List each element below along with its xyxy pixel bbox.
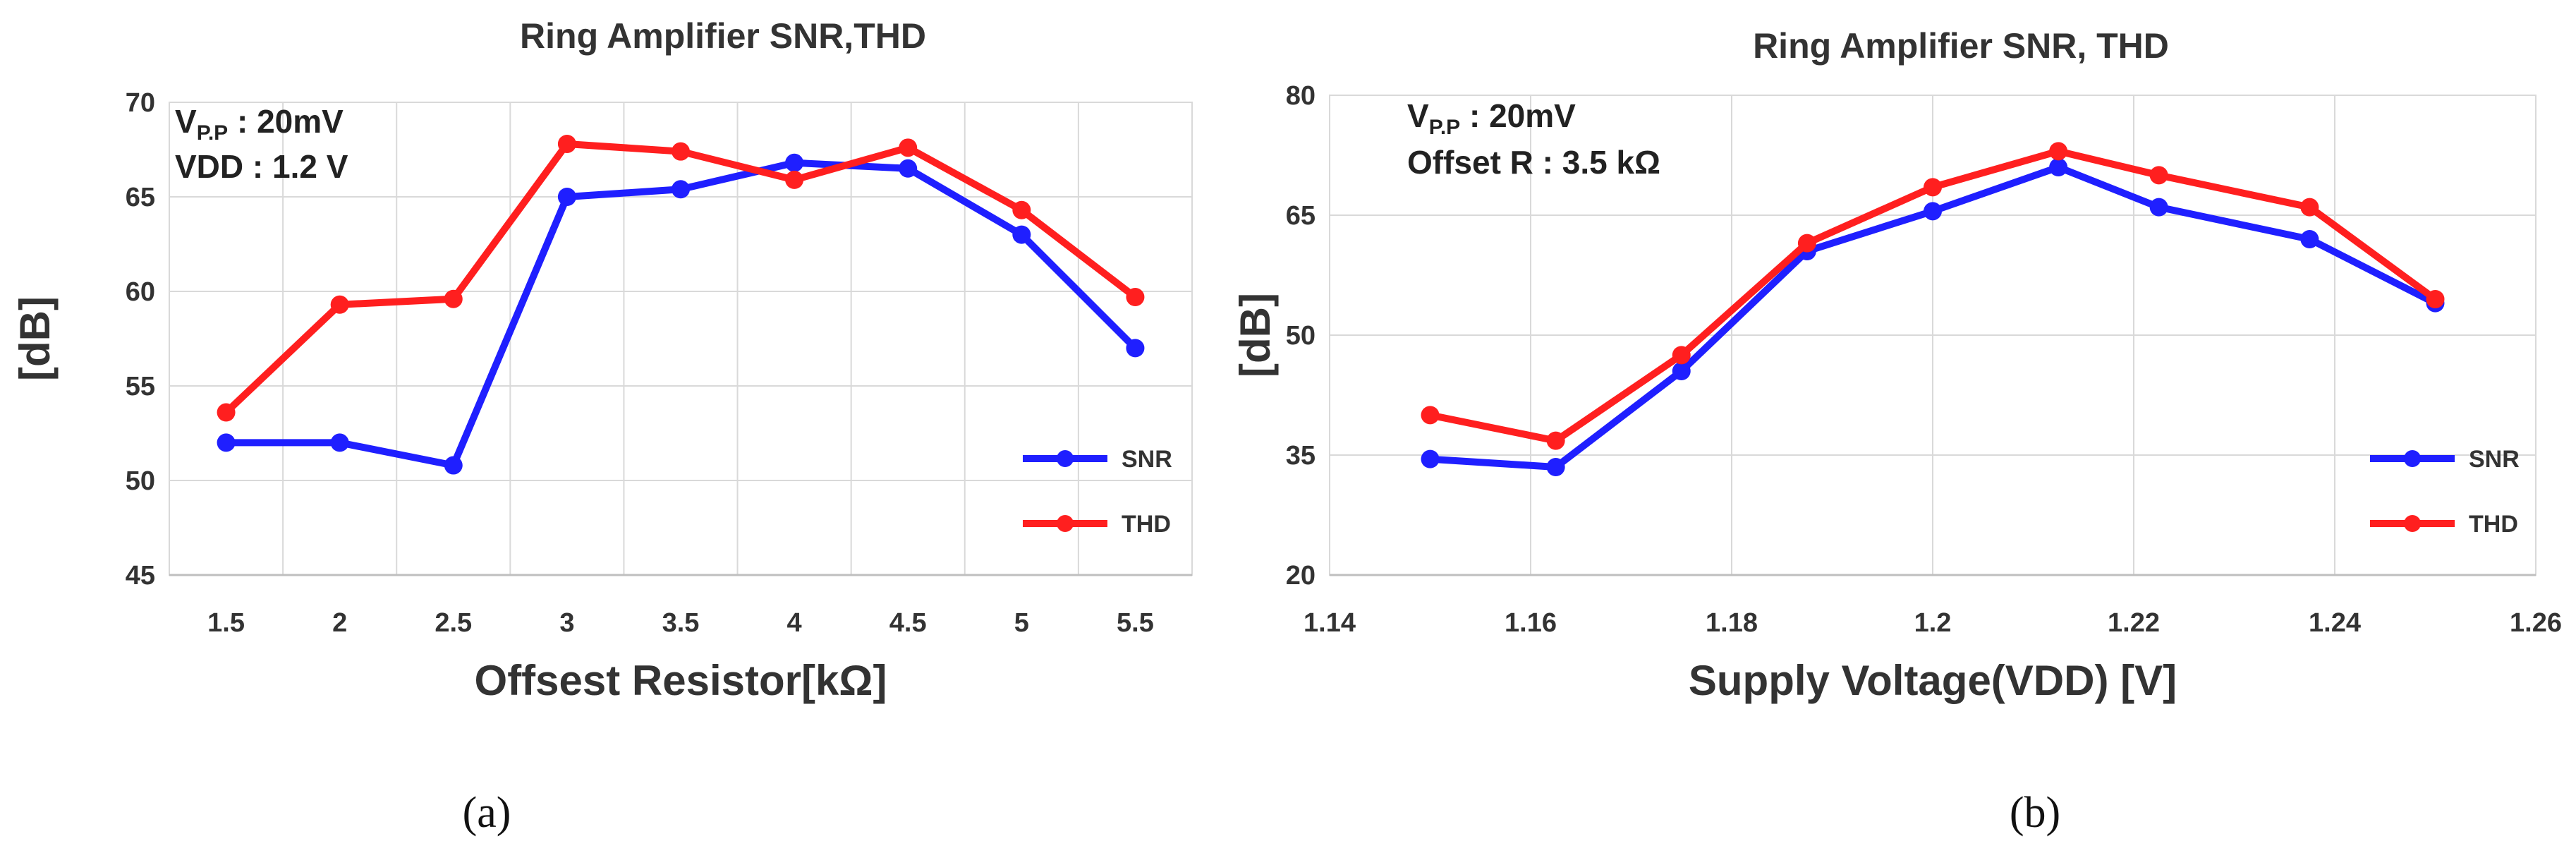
x-tick-label: 1.14 <box>1304 608 1356 638</box>
data-point-snr <box>330 433 349 452</box>
data-point-snr <box>1012 225 1031 244</box>
series-thd <box>1421 142 2445 450</box>
annotation-line2: Offset R : 3.5 kΩ <box>1407 144 1660 181</box>
annotation-sub: P.P <box>1429 116 1461 139</box>
y-tick-label: 60 <box>126 277 155 307</box>
data-point-snr <box>217 433 236 452</box>
y-tick-label: 35 <box>1286 441 1316 471</box>
data-point-snr <box>672 180 690 199</box>
data-point-snr <box>1421 449 1440 468</box>
data-point-snr <box>2049 158 2068 176</box>
chart-b: 20 35 50 65 80 1.14 1.16 1.18 1.2 1.22 1.24 1.26 Rin… <box>1232 26 2562 837</box>
series-thd <box>217 134 1145 422</box>
data-point-snr <box>2300 230 2319 248</box>
legend-marker-snr <box>2404 450 2421 467</box>
data-point-thd <box>1012 200 1031 219</box>
x-axis-title: Supply Voltage(VDD) [V] <box>1689 657 2177 704</box>
data-point-snr <box>557 188 576 206</box>
x-tick-label: 1.22 <box>2108 608 2160 638</box>
data-point-snr <box>2149 198 2168 217</box>
x-tick-label: 2.5 <box>435 608 472 638</box>
chart-a: 45 50 55 60 65 70 1.5 2 2.5 3 3.5 4 4.5 5 5.5 Ring Ampl… <box>11 16 1193 837</box>
data-point-thd <box>217 403 236 422</box>
y-tick-label: 55 <box>126 372 155 401</box>
data-point-thd <box>1924 178 1942 197</box>
data-point-snr <box>1924 202 1942 221</box>
legend-label-thd: THD <box>2469 511 2518 538</box>
annotation-vpp: VP.P : 20mV <box>1407 97 1576 139</box>
series-snr <box>217 153 1145 475</box>
data-point-thd <box>672 142 690 161</box>
series-snr <box>1421 158 2445 476</box>
x-tick-label: 1.5 <box>207 608 245 638</box>
x-tick-label: 3 <box>559 608 574 638</box>
x-tick-label: 5 <box>1014 608 1029 638</box>
annotation-value: : 20mV <box>228 103 344 140</box>
data-point-snr <box>1546 458 1565 476</box>
legend-label-snr: SNR <box>1122 446 1172 473</box>
annotation-sub: P.P <box>197 121 229 145</box>
chart-title: Ring Amplifier SNR, THD <box>1753 26 2169 66</box>
y-axis-title: [dB] <box>1232 293 1279 377</box>
legend-label-thd: THD <box>1122 511 1171 538</box>
annotation-vpp: VP.P : 20mV <box>175 103 344 145</box>
y-tick-label: 65 <box>126 183 155 212</box>
y-tick-label: 80 <box>1286 81 1316 111</box>
y-tick-label: 65 <box>1286 201 1316 231</box>
y-tick-label: 70 <box>126 88 155 118</box>
x-tick-label: 4 <box>787 608 802 638</box>
x-tick-label: 1.26 <box>2510 608 2562 638</box>
y-tick-label: 50 <box>1286 321 1316 351</box>
series-line-snr <box>226 159 1138 469</box>
x-tick-label: 3.5 <box>662 608 700 638</box>
x-tick-label: 1.16 <box>1505 608 1557 638</box>
legend-marker-thd <box>1057 515 1074 532</box>
data-point-snr <box>444 456 463 475</box>
annotation-value: : 20mV <box>1460 97 1576 134</box>
annotation-v: V <box>175 103 197 140</box>
data-point-thd <box>2049 142 2068 161</box>
data-point-thd <box>785 170 804 189</box>
data-point-thd <box>330 295 349 314</box>
data-point-thd <box>899 138 918 157</box>
chart-title: Ring Amplifier SNR,THD <box>520 16 926 56</box>
legend-marker-thd <box>2404 515 2421 532</box>
panel-label: (a) <box>463 789 511 837</box>
x-axis-title: Offsest Resistor[kΩ] <box>475 657 887 704</box>
data-point-thd <box>1421 406 1440 425</box>
legend-label-snr: SNR <box>2469 446 2520 473</box>
x-tick-label: 2 <box>332 608 347 638</box>
x-tick-label: 4.5 <box>889 608 927 638</box>
y-axis-title: [dB] <box>11 296 59 381</box>
legend-marker-snr <box>1057 450 1074 467</box>
y-tick-label: 20 <box>1286 561 1316 591</box>
x-tick-label: 1.2 <box>1914 608 1952 638</box>
data-point-thd <box>1126 288 1145 307</box>
data-point-thd <box>557 134 576 153</box>
data-point-snr <box>1126 339 1145 358</box>
annotation-line2: VDD : 1.2 V <box>175 148 348 185</box>
y-tick-label: 50 <box>126 466 155 496</box>
data-point-thd <box>1672 346 1691 365</box>
panel-label: (b) <box>2010 789 2060 837</box>
data-point-snr <box>1672 362 1691 380</box>
x-tick-label: 1.18 <box>1706 608 1758 638</box>
data-point-thd <box>2300 198 2319 217</box>
data-point-thd <box>1546 431 1565 450</box>
data-point-snr <box>785 153 804 172</box>
data-point-thd <box>2149 166 2168 185</box>
annotation-v: V <box>1407 97 1429 134</box>
x-tick-label: 1.24 <box>2309 608 2361 638</box>
x-tick-label: 5.5 <box>1117 608 1154 638</box>
data-point-thd <box>444 289 463 308</box>
y-tick-label: 45 <box>126 561 155 591</box>
data-point-thd <box>2426 290 2445 308</box>
data-point-thd <box>1797 234 1816 253</box>
data-point-snr <box>899 159 918 178</box>
